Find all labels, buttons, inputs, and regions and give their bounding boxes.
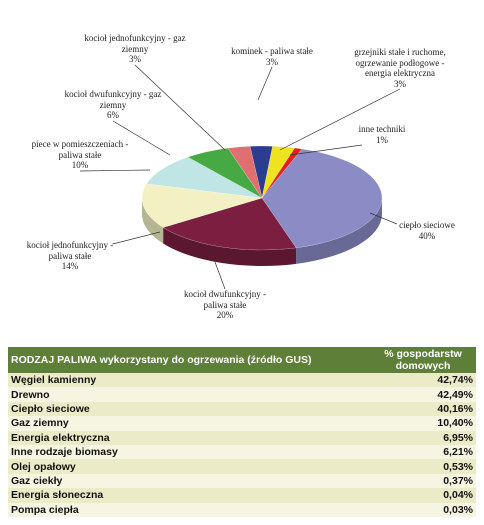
slice-label: kocioł dwufunkcyjny - paliwa stałe 20% bbox=[173, 289, 278, 321]
slice-value: 1% bbox=[376, 134, 388, 145]
share-cell: 0,37% bbox=[370, 473, 476, 489]
slice-value: 6% bbox=[107, 110, 119, 120]
leader-line bbox=[279, 88, 401, 151]
table-row: Energia słoneczna 0,04% bbox=[8, 488, 476, 503]
slice-value: 20% bbox=[216, 310, 234, 320]
slice-label: piece w pomieszczeniach - paliwa stałe 10… bbox=[28, 139, 133, 171]
slice-value: 3% bbox=[266, 56, 278, 67]
slice-name: kocioł dwufunkcyjny - gaz ziemny bbox=[64, 89, 162, 110]
slice-label: kocioł jednofunkcyjny - gaz ziemny 3% bbox=[83, 33, 188, 65]
slice-name: kominek - paliwa stałe bbox=[231, 46, 313, 56]
slice-value: 10% bbox=[71, 160, 89, 170]
slice bbox=[141, 183, 263, 228]
leader-line bbox=[79, 169, 151, 172]
slice-label: kocioł dwufunkcyjny - gaz ziemny 6% bbox=[61, 89, 166, 121]
fuel-cell: Inne rodzaje biomasy bbox=[8, 444, 370, 460]
slice-label: inne techniki 1% bbox=[342, 124, 422, 145]
slice-name: kocioł jednofunkcyjny - gaz ziemny bbox=[84, 33, 186, 54]
slice bbox=[227, 146, 263, 199]
slice-name: kocioł jednofunkcyjny - paliwa stałe bbox=[26, 240, 114, 261]
table-header: RODZAJ PALIWA wykorzystany do ogrzewania… bbox=[8, 347, 476, 373]
slice-label: kocioł jednofunkcyjny - paliwa stałe 14% bbox=[18, 240, 123, 272]
table-row: Energia elektryczna 6,95% bbox=[8, 430, 476, 445]
header-cell: % gospodarstw domowych bbox=[370, 347, 476, 373]
table-row: Gaz ziemny 10,40% bbox=[8, 416, 476, 431]
slice-name: ciepło sieciowe bbox=[399, 220, 455, 230]
slice-side bbox=[142, 198, 164, 244]
slice-name: inne techniki bbox=[358, 124, 406, 134]
share-cell: 0,04% bbox=[370, 488, 476, 503]
table-row: Gaz ciekły 0,37% bbox=[8, 473, 476, 489]
share-cell: 6,21% bbox=[370, 444, 476, 460]
slice-value: 3% bbox=[394, 78, 406, 89]
share-cell: 42,74% bbox=[370, 373, 476, 388]
leader-line bbox=[369, 212, 398, 225]
table-row: Olej opałowy 0,53% bbox=[8, 459, 476, 474]
slice-label: ciepło sieciowe 40% bbox=[387, 220, 467, 241]
slice-name: grzejniki stałe i ruchome, ogrzewanie po… bbox=[354, 47, 446, 78]
slice bbox=[261, 145, 296, 199]
fuel-table: RODZAJ PALIWA wykorzystany do ogrzewania… bbox=[8, 347, 476, 517]
leader-line bbox=[112, 120, 171, 156]
slice bbox=[162, 197, 297, 251]
fuel-cell: Pompa ciepła bbox=[8, 502, 370, 517]
pie-chart bbox=[79, 64, 401, 290]
table-row: Pompa ciepła 0,03% bbox=[8, 502, 476, 517]
slice bbox=[261, 148, 383, 249]
fuel-cell: Energia słoneczna bbox=[8, 488, 370, 503]
fuel-cell: Węgiel kamienny bbox=[8, 373, 370, 388]
share-cell: 6,95% bbox=[370, 430, 476, 445]
slice-value: 40% bbox=[418, 230, 436, 241]
share-cell: 10,40% bbox=[370, 416, 476, 431]
table-row: Węgiel kamienny 42,74% bbox=[8, 373, 476, 388]
slice-value: 3% bbox=[129, 54, 141, 64]
leader-line bbox=[257, 66, 273, 101]
fuel-cell: Gaz ziemny bbox=[8, 416, 370, 431]
leader-line bbox=[134, 64, 226, 151]
share-cell: 40,16% bbox=[370, 401, 476, 417]
slice bbox=[261, 147, 303, 199]
slice-label: kominek - paliwa stałe 3% bbox=[220, 46, 325, 67]
slice-side bbox=[296, 198, 382, 264]
table-row: Inne rodzaje biomasy 6,21% bbox=[8, 444, 476, 460]
fuel-cell: Ciepło sieciowe bbox=[8, 401, 370, 417]
fuel-cell: Drewno bbox=[8, 387, 370, 402]
slice-name: piece w pomieszczeniach - paliwa stałe bbox=[31, 139, 129, 160]
fuel-cell: Energia elektryczna bbox=[8, 430, 370, 445]
slice-value: 14% bbox=[61, 261, 79, 271]
fuel-cell: Olej opałowy bbox=[8, 459, 370, 474]
leader-line bbox=[214, 261, 226, 290]
leader-line bbox=[112, 231, 161, 245]
slice bbox=[146, 156, 263, 199]
share-cell: 0,03% bbox=[370, 502, 476, 517]
share-cell: 0,53% bbox=[370, 459, 476, 474]
leader-line bbox=[289, 144, 363, 156]
table-row: Drewno 42,49% bbox=[8, 387, 476, 402]
header-cell: RODZAJ PALIWA wykorzystany do ogrzewania… bbox=[8, 347, 370, 373]
slice-side bbox=[163, 227, 297, 266]
slice bbox=[187, 147, 263, 199]
slice bbox=[249, 145, 273, 199]
slice-name: kocioł dwufunkcyjny - paliwa stałe bbox=[184, 289, 266, 310]
slice-label: grzejniki stałe i ruchome, ogrzewanie po… bbox=[343, 47, 458, 89]
fuel-cell: Gaz ciekły bbox=[8, 473, 370, 489]
share-cell: 42,49% bbox=[370, 387, 476, 402]
table-row: Ciepło sieciowe 40,16% bbox=[8, 401, 476, 417]
